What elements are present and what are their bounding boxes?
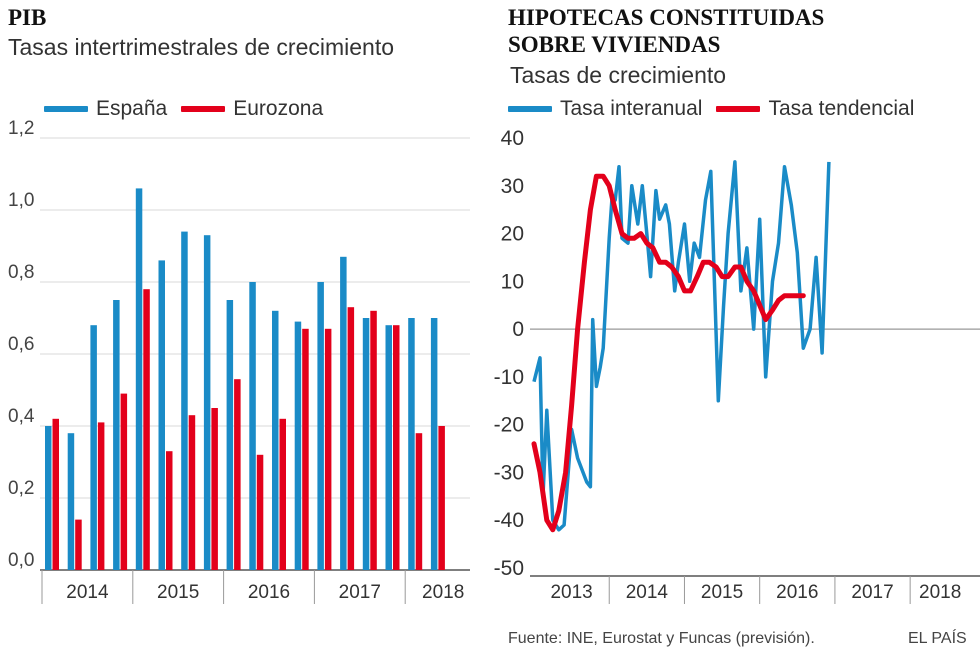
hip-ytick-label: -20 [494,414,524,437]
pib-bar-eurozona [256,454,264,570]
pib-ytick-label: 0,8 [8,262,34,283]
pib-bar-eurozona [188,415,196,570]
pib-year-label: 2015 [157,582,199,603]
pib-year-label: 2018 [422,582,464,603]
pib-bar-eurozona [211,408,218,570]
pib-bar-eurozona [52,418,59,570]
pib-bar-espana [317,282,324,570]
hip-year-label: 2015 [701,582,743,603]
hip-ytick-label: 0 [512,318,524,341]
pib-bar-espana [272,310,279,570]
legend-tendencial-swatch [716,106,761,112]
pib-legend: España Eurozona [44,97,337,121]
pib-bar-espana [90,325,97,570]
hipotecas-title: HIPOTECAS CONSTITUIDAS SOBRE VIVIENDAS [508,4,824,58]
pib-bar-eurozona [302,328,309,570]
pib-bar-eurozona [279,418,286,570]
pib-bar-espana [249,282,256,570]
pib-bar-espana [408,318,415,570]
hipotecas-title-line1: HIPOTECAS CONSTITUIDAS [508,5,825,30]
hip-year-label: 2014 [626,582,669,603]
hip-ytick-label: -40 [494,509,524,532]
pib-ytick-label: 1,2 [8,118,34,139]
pib-bar-espana [135,188,143,570]
pib-bar-eurozona [438,426,445,570]
pib-bar-espana [67,433,75,570]
pib-bar-eurozona [75,519,82,570]
hip-ytick-label: 20 [501,223,524,246]
pib-bar-eurozona [120,393,128,570]
brand-label: EL PAÍS [908,630,967,647]
pib-year-label: 2016 [248,582,290,603]
pib-bar-eurozona [166,451,173,570]
pib-bar-espana [430,318,438,570]
pib-ytick-label: 1,0 [8,190,34,211]
pib-year-label: 2014 [66,582,109,603]
pib-bar-espana [113,300,120,570]
hip-ytick-label: -30 [494,461,524,484]
pib-bar-eurozona [143,289,150,570]
pib-bar-eurozona [234,379,241,570]
hip-ytick-label: 40 [501,127,524,150]
hip-ytick-label: 30 [501,175,524,198]
legend-espana-swatch [44,106,88,112]
pib-year-label: 2017 [339,582,381,603]
pib-bar-espana [294,321,302,570]
pib-bar-espana [226,300,234,570]
hip-ytick-label: -50 [494,557,524,580]
pib-bar-espana [340,256,347,570]
hip-year-label: 2018 [919,582,961,603]
hipotecas-legend: Tasa interanual Tasa tendencial [508,97,928,121]
legend-espana-label: España [96,97,168,120]
legend-eurozona-label: Eurozona [233,97,324,120]
pib-title: PIB [8,5,47,30]
pib-ytick-label: 0,0 [8,550,34,571]
legend-interanual-swatch [508,106,552,112]
legend-eurozona: Eurozona [181,97,323,121]
pib-ytick-label: 0,6 [8,334,34,355]
hipotecas-title-line2: SOBRE VIVIENDAS [508,32,721,57]
pib-bar-espana [362,318,370,570]
legend-tendencial: Tasa tendencial [716,97,914,121]
pib-bar-eurozona [347,307,355,570]
hip-year-label: 2017 [851,582,893,603]
pib-bar-eurozona [393,325,400,570]
hip-line-tendencial [531,173,806,533]
hip-year-label: 2016 [776,582,818,603]
legend-tendencial-label: Tasa tendencial [768,97,915,120]
pib-bar-espana [385,325,392,570]
pib-bar-eurozona [97,422,105,570]
hip-ytick-label: 10 [501,270,524,293]
hip-ytick-label: -10 [494,366,524,389]
pib-ytick-label: 0,2 [8,478,34,499]
hipotecas-subtitle: Tasas de crecimiento [510,62,727,88]
hip-year-label: 2013 [550,582,592,603]
pib-bar-espana [203,235,211,570]
pib-bar-espana [158,260,165,570]
pib-bar-espana [45,426,52,570]
pib-bar-espana [181,231,188,570]
pib-subtitle: Tasas intertrimestrales de crecimiento [8,34,395,60]
pib-bar-eurozona [324,328,332,570]
legend-interanual: Tasa interanual [508,97,702,121]
pib-ytick-label: 0,4 [8,406,35,427]
legend-espana: España [44,97,167,121]
source-note: Fuente: INE, Eurostat y Funcas (previsió… [508,630,815,647]
pib-bar-eurozona [415,433,423,570]
pib-bar-eurozona [370,310,377,570]
legend-interanual-label: Tasa interanual [560,97,703,120]
legend-eurozona-swatch [181,106,226,112]
